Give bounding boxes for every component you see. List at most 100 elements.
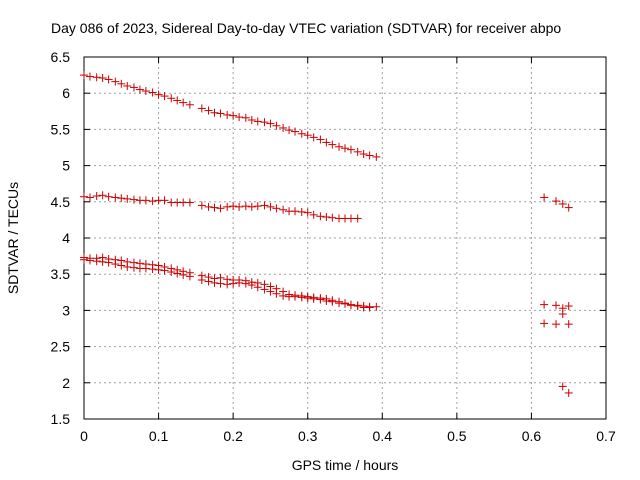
data-point <box>247 202 256 211</box>
data-points <box>80 71 573 397</box>
x-tick-labels: 0 0.1 0.2 0.3 0.4 0.5 0.6 0.7 <box>80 428 616 444</box>
data-point <box>328 297 337 306</box>
data-point <box>241 279 250 288</box>
x-tick-label: 0.5 <box>447 428 467 444</box>
data-point <box>346 214 355 223</box>
data-point <box>353 302 362 311</box>
y-tick-label: 1.5 <box>51 411 71 427</box>
data-point <box>235 113 244 122</box>
data-point <box>223 202 232 211</box>
data-point <box>552 320 561 329</box>
data-point <box>229 111 238 120</box>
data-point <box>303 294 312 303</box>
data-point <box>197 104 206 113</box>
data-point <box>85 72 94 81</box>
data-point <box>210 203 219 212</box>
data-point <box>365 151 374 160</box>
data-point <box>179 198 188 207</box>
data-point <box>558 382 567 391</box>
data-point <box>141 196 150 205</box>
x-tick-label: 0 <box>80 428 88 444</box>
data-point <box>117 194 126 203</box>
data-point <box>129 263 138 272</box>
data-point <box>266 202 275 211</box>
data-point <box>297 293 306 302</box>
data-point <box>241 113 250 122</box>
y-tick-label: 3 <box>62 302 70 318</box>
data-point <box>223 110 232 119</box>
data-point <box>558 199 567 208</box>
y-tick-label: 2.5 <box>51 339 71 355</box>
data-point <box>372 302 381 311</box>
data-point <box>104 75 113 84</box>
x-tick-label: 0.3 <box>298 428 318 444</box>
data-point <box>123 81 132 90</box>
data-point <box>346 145 355 154</box>
data-point <box>179 98 188 107</box>
plot-frame <box>83 56 607 420</box>
data-point <box>552 197 561 206</box>
data-point <box>216 279 225 288</box>
data-point <box>104 192 113 201</box>
data-point <box>135 85 144 94</box>
data-point <box>129 195 138 204</box>
data-point <box>365 303 374 312</box>
y-tick-label: 5 <box>62 158 70 174</box>
data-point <box>291 292 300 301</box>
data-point <box>353 147 362 156</box>
x-tick-label: 0.2 <box>223 428 243 444</box>
data-point <box>160 92 169 101</box>
data-point <box>253 117 262 126</box>
data-point <box>210 108 219 117</box>
data-point <box>204 106 213 115</box>
data-point <box>216 109 225 118</box>
data-point <box>322 138 331 147</box>
data-point <box>148 265 157 274</box>
data-point <box>309 294 318 303</box>
data-point <box>98 257 107 266</box>
data-point <box>316 295 325 304</box>
data-point <box>309 133 318 142</box>
data-point <box>540 319 549 328</box>
data-point <box>335 142 344 151</box>
data-point <box>173 96 182 105</box>
data-point <box>123 262 132 271</box>
data-point <box>272 204 281 213</box>
data-point <box>564 203 573 212</box>
data-point <box>111 193 120 202</box>
data-point <box>335 299 344 308</box>
x-axis-title: GPS time / hours <box>292 457 399 473</box>
data-point <box>272 121 281 130</box>
data-point <box>148 197 157 206</box>
data-point <box>160 196 169 205</box>
data-point <box>328 140 337 149</box>
data-point <box>216 204 225 213</box>
x-tick-label: 0.1 <box>149 428 169 444</box>
data-point <box>291 207 300 216</box>
y-tick-label: 2 <box>62 375 70 391</box>
data-point <box>322 213 331 222</box>
data-point <box>253 283 262 292</box>
data-point <box>85 256 94 265</box>
x-tick-label: 0.6 <box>522 428 542 444</box>
data-point <box>92 257 101 266</box>
x-tick-label: 0.7 <box>596 428 616 444</box>
data-point <box>291 127 300 136</box>
y-tick-labels: 1.5 2 2.5 3 3.5 4 4.5 5 5.5 6 6.5 <box>51 49 71 427</box>
data-point <box>564 388 573 397</box>
data-point <box>260 201 269 210</box>
data-point <box>279 123 288 132</box>
data-point <box>279 205 288 214</box>
data-point <box>235 278 244 287</box>
data-point <box>204 202 213 211</box>
data-point <box>303 131 312 140</box>
data-point <box>359 150 368 159</box>
y-tick-label: 6.5 <box>51 49 71 65</box>
x-tick-label: 0.4 <box>373 428 393 444</box>
data-point <box>272 289 281 298</box>
data-point <box>322 296 331 305</box>
data-point <box>111 77 120 86</box>
data-point <box>260 285 269 294</box>
data-point <box>160 266 169 275</box>
data-point <box>285 126 294 135</box>
